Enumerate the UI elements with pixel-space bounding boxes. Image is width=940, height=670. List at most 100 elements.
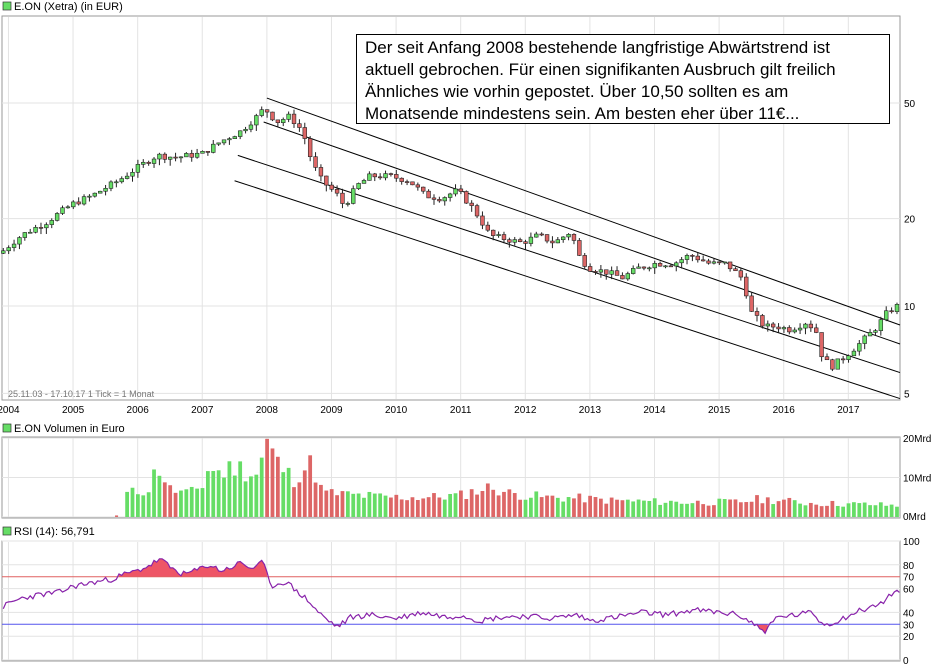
year-label: 2008 bbox=[256, 405, 279, 416]
volume-bar bbox=[415, 500, 420, 517]
volume-bar bbox=[765, 497, 770, 517]
volume-bar bbox=[593, 497, 598, 517]
volume-bar bbox=[356, 493, 361, 517]
range-info: 25.11.03 - 17.10.17 1 Tick = 1 Monat bbox=[8, 389, 155, 399]
candle-body bbox=[76, 201, 81, 205]
candle-body bbox=[464, 191, 469, 204]
candle-body bbox=[851, 350, 857, 357]
candle-body bbox=[98, 190, 103, 194]
volume-legend: E.ON Volumen in Euro bbox=[14, 423, 125, 435]
candle-body bbox=[394, 174, 399, 179]
candle-body bbox=[103, 188, 108, 192]
rsi-overbought-fill bbox=[119, 558, 268, 577]
candle-body bbox=[889, 310, 894, 313]
candle-body bbox=[754, 311, 760, 316]
volume-bar bbox=[889, 504, 894, 517]
volume-bar bbox=[442, 499, 447, 517]
candle-body bbox=[135, 164, 141, 173]
x-axis-years: 2004 2005 2006 2007 2008 2009 2010 2011 2012 2013… bbox=[0, 405, 860, 416]
channel-line-middle-upper bbox=[263, 121, 901, 345]
candle-body bbox=[184, 153, 189, 158]
candle-body bbox=[334, 188, 340, 194]
volume-bar bbox=[539, 497, 544, 517]
volume-bar bbox=[448, 493, 453, 517]
candle-body bbox=[722, 261, 727, 264]
candle-body bbox=[307, 138, 313, 158]
candle-body bbox=[717, 261, 722, 264]
rsi-tick-label: 20 bbox=[903, 632, 915, 643]
volume-bar bbox=[152, 469, 156, 517]
candle-body bbox=[835, 358, 840, 370]
candle-body bbox=[297, 123, 302, 128]
volume-bar bbox=[814, 504, 819, 517]
volume-bar bbox=[297, 482, 302, 517]
candle-body bbox=[491, 229, 496, 236]
volume-bar bbox=[211, 471, 216, 517]
volume-bar bbox=[383, 495, 388, 517]
volume-bar bbox=[873, 505, 878, 517]
candle-body bbox=[372, 173, 377, 178]
volume-bar bbox=[157, 475, 162, 517]
price-tick-label: 50 bbox=[904, 99, 916, 110]
rsi-tick-label: 30 bbox=[903, 620, 915, 631]
candle-body bbox=[684, 255, 690, 260]
price-tick-label: 20 bbox=[904, 215, 916, 226]
volume-bar bbox=[534, 491, 539, 517]
volume-bar bbox=[588, 495, 592, 517]
candle-body bbox=[442, 197, 447, 202]
year-label: 2014 bbox=[643, 405, 666, 416]
rsi-tick-label: 100 bbox=[903, 537, 920, 548]
volume-bar bbox=[329, 489, 334, 517]
candle-body bbox=[593, 271, 598, 273]
volume-bar bbox=[227, 461, 232, 517]
candle-body bbox=[71, 201, 76, 208]
volume-bar bbox=[857, 503, 862, 517]
rsi-line-group bbox=[2, 558, 900, 635]
candle-body bbox=[867, 332, 873, 337]
candle-body bbox=[792, 329, 797, 333]
candle-body bbox=[437, 199, 442, 202]
volume-bar bbox=[302, 470, 307, 517]
candle-body bbox=[598, 269, 604, 273]
volume-bar bbox=[835, 505, 840, 517]
candle-body bbox=[157, 153, 162, 160]
volume-bar bbox=[668, 500, 673, 517]
candle-body bbox=[862, 335, 867, 344]
volume-bar bbox=[345, 491, 350, 517]
volume-bar bbox=[631, 501, 636, 517]
candle-body bbox=[781, 327, 787, 330]
volume-bar bbox=[195, 488, 199, 517]
volume-bar bbox=[437, 497, 442, 517]
candle-body bbox=[469, 202, 474, 206]
candle-body bbox=[194, 152, 200, 158]
candle-body bbox=[60, 207, 65, 214]
volume-bar bbox=[652, 498, 657, 517]
volume-bar bbox=[792, 500, 797, 517]
candle-body bbox=[377, 176, 383, 179]
rsi-frame bbox=[1, 540, 901, 662]
volume-bar bbox=[550, 495, 555, 517]
volume-bar bbox=[658, 504, 662, 517]
rsi-tick-label: 40 bbox=[903, 608, 915, 619]
volume-bar bbox=[690, 503, 695, 517]
candle-body bbox=[227, 138, 232, 141]
candle-body bbox=[652, 263, 657, 269]
candle-body bbox=[340, 192, 345, 204]
candle-body bbox=[254, 115, 259, 126]
candle-body bbox=[431, 197, 437, 200]
candle-body bbox=[399, 177, 404, 182]
volume-bar bbox=[717, 498, 722, 517]
candle-body bbox=[65, 206, 71, 209]
candle-body bbox=[539, 233, 544, 236]
candle-body bbox=[33, 227, 38, 233]
volume-bar bbox=[394, 494, 399, 517]
volume-bar bbox=[808, 502, 813, 517]
candle-body bbox=[577, 240, 582, 256]
candle-body bbox=[6, 247, 11, 252]
volume-bar bbox=[803, 505, 808, 517]
candle-body bbox=[168, 156, 173, 160]
candle-body bbox=[383, 173, 388, 179]
volume-bar bbox=[685, 503, 689, 517]
volume-bar bbox=[421, 498, 426, 517]
candle-body bbox=[534, 233, 539, 238]
